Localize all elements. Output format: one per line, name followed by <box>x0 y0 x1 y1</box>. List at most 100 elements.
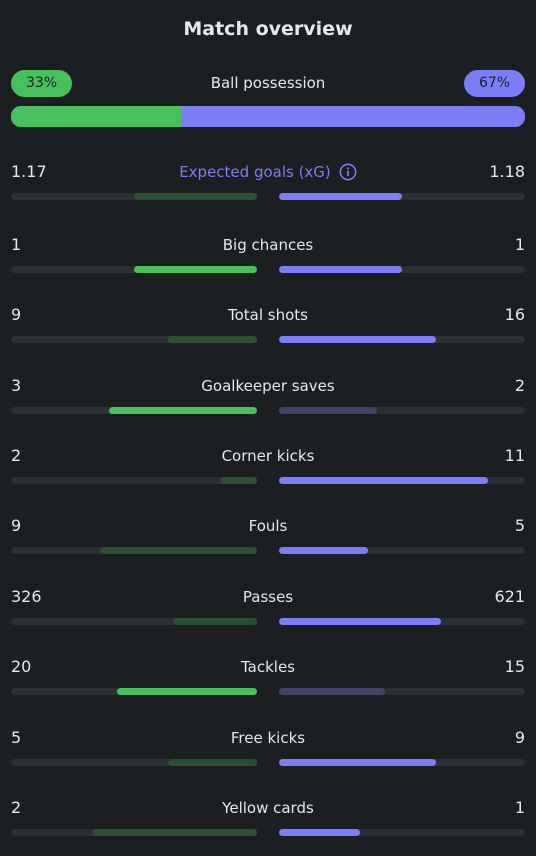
stat-label: Fouls <box>11 514 525 538</box>
possession-label: Ball possession <box>210 74 326 92</box>
home-stat-bar <box>11 759 257 766</box>
home-stat-bar-fill <box>220 477 257 484</box>
possession-bar <box>11 106 525 127</box>
away-stat-bar-fill <box>279 688 385 695</box>
stat-label-text: Free kicks <box>230 729 306 747</box>
home-stat-value: 3 <box>11 376 22 395</box>
home-stat-bar <box>11 618 257 625</box>
home-stat-bar-fill <box>134 266 257 273</box>
away-stat-bar-fill <box>279 336 437 343</box>
stat-row: 1.17 Expected goals (xG) 1.18 <box>11 160 525 205</box>
away-stat-bar-fill <box>279 477 489 484</box>
stat-label-text: Tackles <box>240 658 296 676</box>
possession-bar-home <box>11 106 181 127</box>
home-stat-bar-fill <box>92 829 257 836</box>
home-stat-bar <box>11 688 257 695</box>
away-stat-bar <box>279 829 525 836</box>
stat-label-text: Expected goals (xG) <box>179 163 331 181</box>
home-possession-badge: 33% <box>11 70 72 97</box>
stat-label-text: Passes <box>242 588 294 606</box>
home-stat-value: 9 <box>11 305 22 324</box>
stat-label-text: Fouls <box>248 517 288 535</box>
home-stat-value: 20 <box>11 657 32 676</box>
home-stat-value: 1 <box>11 235 22 254</box>
home-stat-value: 9 <box>11 516 22 535</box>
home-stat-bar-fill <box>99 547 257 554</box>
stat-row: 2 Yellow cards 1 <box>11 796 525 841</box>
stat-row: 1 Big chances 1 <box>11 233 525 278</box>
stat-label: Yellow cards <box>11 796 525 820</box>
away-stat-value: 621 <box>494 587 525 606</box>
home-stat-bar <box>11 829 257 836</box>
away-stat-bar-fill <box>279 829 361 836</box>
home-stat-value: 5 <box>11 728 22 747</box>
home-stat-bar <box>11 266 257 273</box>
away-stat-bar <box>279 688 525 695</box>
home-stat-value: 1.17 <box>11 162 47 181</box>
home-stat-bar-fill <box>134 193 257 200</box>
stat-label: Big chances <box>11 233 525 257</box>
stat-label: Total shots <box>11 303 525 327</box>
home-stat-bar-fill <box>116 688 257 695</box>
away-stat-bar <box>279 266 525 273</box>
home-stat-value: 326 <box>11 587 42 606</box>
away-stat-value: 1 <box>514 235 525 254</box>
stat-label: Free kicks <box>11 726 525 750</box>
home-stat-bar-fill <box>173 618 257 625</box>
home-stat-value: 2 <box>11 798 22 817</box>
home-stat-bar-fill <box>168 759 257 766</box>
stat-label: Passes <box>11 585 525 609</box>
away-stat-bar-fill <box>279 547 368 554</box>
away-stat-bar-fill <box>279 407 378 414</box>
stat-label-text: Big chances <box>222 236 314 254</box>
away-stat-bar <box>279 336 525 343</box>
info-icon[interactable] <box>339 163 357 181</box>
away-stat-value: 1.18 <box>489 162 525 181</box>
home-stat-bar <box>11 477 257 484</box>
stat-row: 9 Total shots 16 <box>11 303 525 348</box>
home-stat-bar <box>11 336 257 343</box>
page-title: Match overview <box>183 18 353 40</box>
home-stat-bar-fill <box>109 407 257 414</box>
away-stat-bar <box>279 547 525 554</box>
home-stat-bar-fill <box>168 336 257 343</box>
stat-label: Expected goals (xG) <box>11 160 525 184</box>
stat-label: Tackles <box>11 655 525 679</box>
stat-label-text: Total shots <box>228 306 308 324</box>
stat-row: 5 Free kicks 9 <box>11 726 525 771</box>
away-stat-value: 16 <box>504 305 525 324</box>
away-stat-bar-fill <box>279 618 442 625</box>
stat-row: 326 Passes 621 <box>11 585 525 630</box>
away-stat-bar-fill <box>279 759 437 766</box>
home-stat-bar <box>11 547 257 554</box>
stat-label: Goalkeeper saves <box>11 374 525 398</box>
stat-row: 9 Fouls 5 <box>11 514 525 559</box>
away-stat-bar <box>279 618 525 625</box>
stat-label-text: Corner kicks <box>221 447 315 465</box>
away-stat-bar <box>279 193 525 200</box>
away-stat-value: 2 <box>514 376 525 395</box>
away-stat-bar <box>279 759 525 766</box>
away-stat-value: 15 <box>504 657 525 676</box>
away-stat-value: 5 <box>514 516 525 535</box>
possession-header: 33% Ball possession 67% <box>11 70 525 98</box>
stat-label-text: Goalkeeper saves <box>201 377 335 395</box>
stat-row: 20 Tackles 15 <box>11 655 525 700</box>
away-stat-bar-fill <box>279 266 402 273</box>
away-possession-badge: 67% <box>464 70 525 97</box>
stat-row: 3 Goalkeeper saves 2 <box>11 374 525 419</box>
away-stat-value: 9 <box>514 728 525 747</box>
stat-label: Corner kicks <box>11 444 525 468</box>
stat-row: 2 Corner kicks 11 <box>11 444 525 489</box>
home-stat-bar <box>11 193 257 200</box>
home-stat-bar <box>11 407 257 414</box>
away-stat-bar-fill <box>279 193 402 200</box>
away-stat-value: 1 <box>514 798 525 817</box>
away-stat-bar <box>279 477 525 484</box>
possession-bar-away <box>180 106 525 127</box>
stat-label-text: Yellow cards <box>222 799 314 817</box>
away-stat-value: 11 <box>504 446 525 465</box>
home-stat-value: 2 <box>11 446 22 465</box>
away-stat-bar <box>279 407 525 414</box>
